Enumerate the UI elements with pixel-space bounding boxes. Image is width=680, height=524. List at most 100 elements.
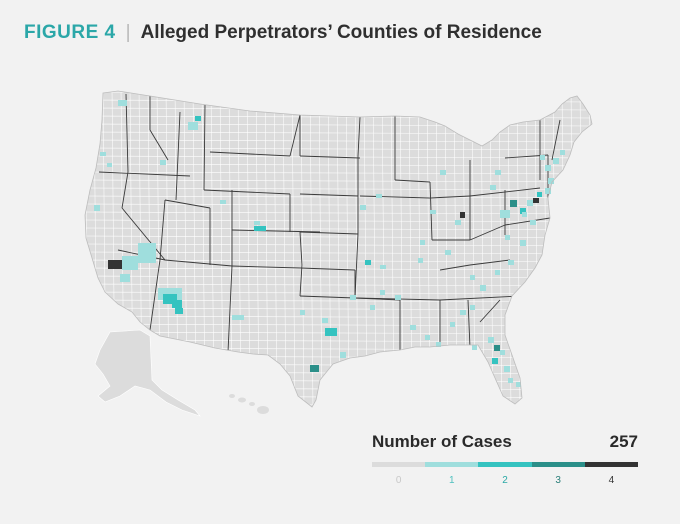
county-highlight xyxy=(163,294,177,304)
hawaii-island xyxy=(238,397,246,403)
county-highlight xyxy=(395,295,401,300)
county-highlight xyxy=(195,116,201,121)
county-highlight xyxy=(425,335,430,340)
legend-tick-2: 2 xyxy=(502,475,508,486)
legend-swatch-2 xyxy=(478,462,532,467)
legend-tick-3: 3 xyxy=(555,475,561,486)
legend-tick-labels: 0 1 2 3 4 xyxy=(372,475,638,486)
county-highlight xyxy=(360,205,366,210)
county-highlight xyxy=(300,310,305,315)
county-highlight xyxy=(450,322,455,327)
hawaii-island xyxy=(257,406,269,414)
county-highlight xyxy=(310,365,319,372)
figure-title: Alleged Perpetrators’ Counties of Reside… xyxy=(140,22,542,43)
county-highlight xyxy=(480,285,486,291)
county-highlight xyxy=(470,305,475,310)
conus-outline xyxy=(84,90,593,408)
county-highlight xyxy=(380,290,385,295)
county-highlight xyxy=(340,352,346,358)
county-highlight xyxy=(495,270,500,275)
county-highlight xyxy=(460,310,466,315)
county-highlight xyxy=(108,260,122,269)
hawaii-island xyxy=(249,402,255,406)
county-highlight xyxy=(380,265,386,269)
county-highlight xyxy=(376,194,382,198)
county-highlight xyxy=(548,178,554,184)
county-highlight xyxy=(365,260,371,265)
county-highlight xyxy=(522,212,527,217)
legend: Number of Cases 257 0 1 2 3 4 xyxy=(372,432,639,486)
county-highlight xyxy=(120,274,130,282)
county-highlight xyxy=(445,250,451,255)
county-highlight xyxy=(172,300,182,308)
county-highlight xyxy=(553,158,559,164)
county-highlight xyxy=(500,210,510,218)
county-highlight xyxy=(494,345,500,351)
legend-total: 257 xyxy=(609,432,638,451)
case-counties xyxy=(94,100,565,387)
county-highlight xyxy=(430,210,436,214)
county-highlight xyxy=(490,185,496,190)
county-highlight xyxy=(160,160,166,165)
county-highlight xyxy=(545,188,551,194)
legend-tick-4: 4 xyxy=(608,475,615,486)
county-highlight xyxy=(138,243,156,263)
county-highlight xyxy=(495,170,501,175)
legend-tick-0: 0 xyxy=(395,475,402,486)
county-highlight xyxy=(188,122,198,130)
county-highlight xyxy=(232,315,244,320)
county-highlight xyxy=(220,200,226,204)
hawaii-islands xyxy=(229,394,269,414)
county-highlight xyxy=(470,275,475,280)
county-highlight xyxy=(520,240,526,246)
county-highlight xyxy=(505,235,510,240)
county-highlight xyxy=(122,256,138,270)
county-highlight xyxy=(492,358,498,364)
county-highlight xyxy=(418,258,423,263)
county-highlight xyxy=(472,345,477,350)
county-highlight xyxy=(436,342,441,347)
county-highlight xyxy=(504,366,510,372)
legend-swatch-3 xyxy=(531,462,585,467)
legend-swatch-1 xyxy=(425,462,479,467)
county-highlight xyxy=(440,170,446,175)
county-highlight xyxy=(537,192,542,197)
county-highlight xyxy=(508,378,513,383)
county-highlight xyxy=(254,226,266,231)
county-highlight xyxy=(455,220,461,225)
legend-title: Number of Cases xyxy=(372,432,512,451)
county-highlight xyxy=(500,350,505,355)
county-highlight xyxy=(254,221,260,225)
county-highlight xyxy=(370,305,375,310)
legend-tick-1: 1 xyxy=(449,475,455,486)
county-highlight xyxy=(527,200,533,206)
figure-header: FIGURE 4 | Alleged Perpetrators’ Countie… xyxy=(24,22,542,44)
county-highlight xyxy=(410,325,416,330)
county-highlight xyxy=(94,205,100,211)
county-highlight xyxy=(488,337,494,343)
figure-separator: | xyxy=(125,22,131,43)
county-highlight xyxy=(516,382,521,387)
us-county-map xyxy=(84,90,593,417)
county-highlight xyxy=(540,155,545,160)
legend-swatch-0 xyxy=(372,462,426,467)
county-highlight xyxy=(520,208,526,214)
county-highlight xyxy=(325,328,337,336)
county-highlight xyxy=(460,212,465,218)
county-highlight xyxy=(100,152,106,156)
county-highlight xyxy=(545,165,551,171)
figure-label: FIGURE 4 xyxy=(24,22,116,43)
county-highlight xyxy=(560,150,565,155)
county-highlight xyxy=(420,240,425,245)
county-highlight xyxy=(510,200,517,207)
county-highlight xyxy=(508,260,514,265)
alaska-landmass xyxy=(94,329,201,417)
county-highlight xyxy=(530,220,536,225)
county-highlight xyxy=(350,295,356,300)
legend-swatch-4 xyxy=(584,462,639,467)
legend-color-ramp xyxy=(372,462,639,467)
hawaii-island xyxy=(229,394,235,398)
county-highlight xyxy=(118,100,127,106)
county-highlight xyxy=(322,318,328,323)
county-highlight xyxy=(533,198,539,203)
